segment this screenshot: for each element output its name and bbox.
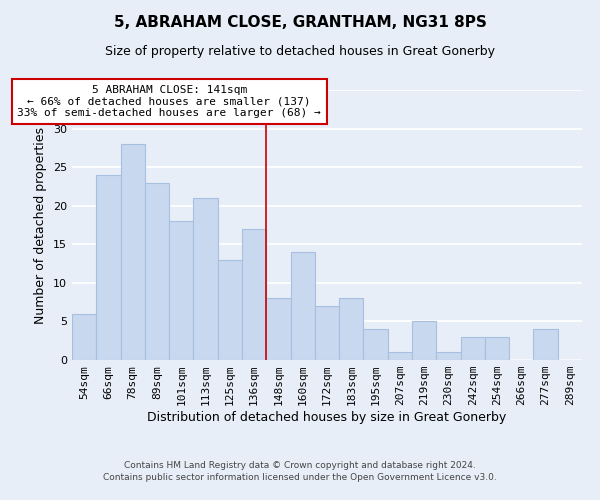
Bar: [388, 352, 412, 360]
Bar: [169, 221, 193, 360]
Bar: [485, 337, 509, 360]
Bar: [461, 337, 485, 360]
Bar: [412, 322, 436, 360]
X-axis label: Distribution of detached houses by size in Great Gonerby: Distribution of detached houses by size …: [148, 411, 506, 424]
Bar: [72, 314, 96, 360]
Text: 5, ABRAHAM CLOSE, GRANTHAM, NG31 8PS: 5, ABRAHAM CLOSE, GRANTHAM, NG31 8PS: [113, 15, 487, 30]
Text: 5 ABRAHAM CLOSE: 141sqm
← 66% of detached houses are smaller (137)
33% of semi-d: 5 ABRAHAM CLOSE: 141sqm ← 66% of detache…: [17, 85, 321, 118]
Bar: [290, 252, 315, 360]
Bar: [315, 306, 339, 360]
Bar: [266, 298, 290, 360]
Text: Size of property relative to detached houses in Great Gonerby: Size of property relative to detached ho…: [105, 45, 495, 58]
Bar: [533, 329, 558, 360]
Bar: [242, 229, 266, 360]
Y-axis label: Number of detached properties: Number of detached properties: [34, 126, 47, 324]
Bar: [364, 329, 388, 360]
Bar: [193, 198, 218, 360]
Bar: [145, 182, 169, 360]
Bar: [218, 260, 242, 360]
Bar: [436, 352, 461, 360]
Text: Contains HM Land Registry data © Crown copyright and database right 2024.
Contai: Contains HM Land Registry data © Crown c…: [103, 461, 497, 482]
Bar: [339, 298, 364, 360]
Bar: [96, 175, 121, 360]
Bar: [121, 144, 145, 360]
